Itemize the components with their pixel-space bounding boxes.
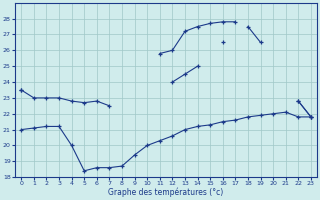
X-axis label: Graphe des températures (°c): Graphe des températures (°c) [108, 188, 224, 197]
